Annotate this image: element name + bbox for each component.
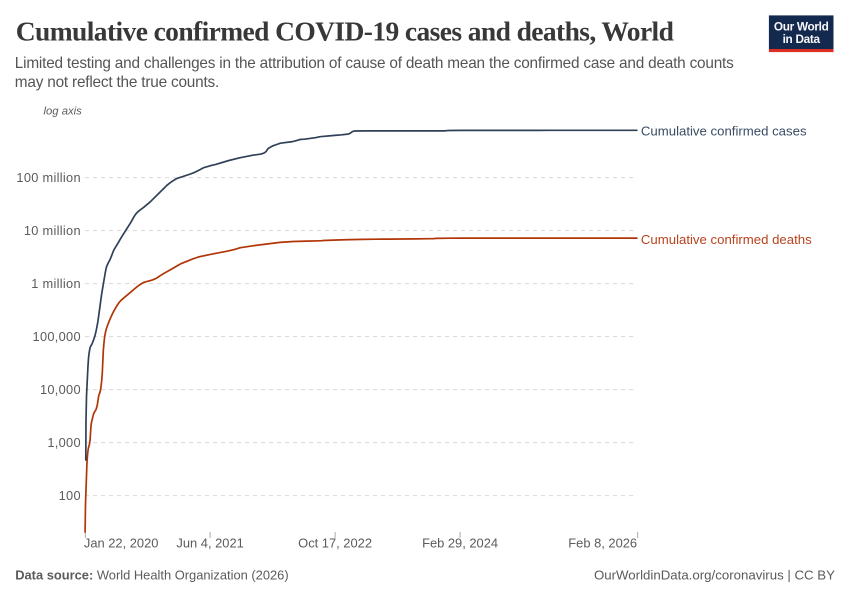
- svg-text:OurWorldinData.org/coronavirus: OurWorldinData.org/coronavirus | CC BY: [594, 568, 835, 583]
- svg-text:100,000: 100,000: [33, 329, 81, 344]
- svg-text:Our World: Our World: [774, 20, 829, 34]
- svg-text:Data source: World Health Orga: Data source: World Health Organization (…: [15, 568, 288, 583]
- svg-text:Oct 17, 2022: Oct 17, 2022: [298, 535, 372, 550]
- svg-text:Jun 4, 2021: Jun 4, 2021: [176, 535, 243, 550]
- svg-text:Cumulative confirmed deaths: Cumulative confirmed deaths: [641, 232, 812, 247]
- svg-text:10,000: 10,000: [40, 382, 81, 397]
- svg-text:in Data: in Data: [783, 32, 821, 46]
- svg-text:10 million: 10 million: [24, 223, 81, 238]
- svg-text:100 million: 100 million: [16, 170, 80, 185]
- svg-text:100: 100: [59, 488, 81, 503]
- svg-text:log axis: log axis: [44, 106, 83, 118]
- svg-text:Jan 22, 2020: Jan 22, 2020: [84, 535, 159, 550]
- svg-text:1 million: 1 million: [31, 276, 81, 291]
- svg-text:1,000: 1,000: [47, 435, 81, 450]
- svg-text:may not reflect the true count: may not reflect the true counts.: [15, 74, 219, 91]
- svg-text:Limited testing and challenges: Limited testing and challenges in the at…: [15, 55, 734, 72]
- svg-text:Cumulative confirmed COVID-19: Cumulative confirmed COVID-19 cases and …: [16, 15, 674, 46]
- svg-text:Cumulative confirmed cases: Cumulative confirmed cases: [641, 124, 807, 139]
- svg-text:Feb 29, 2024: Feb 29, 2024: [422, 535, 498, 550]
- svg-text:Feb 8, 2026: Feb 8, 2026: [568, 535, 637, 550]
